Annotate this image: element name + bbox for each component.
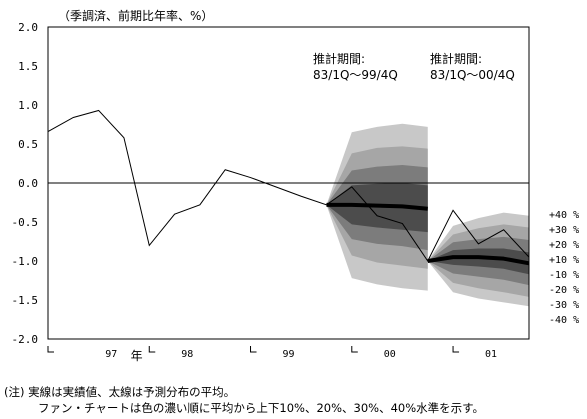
- series-lines: [47, 109, 530, 266]
- note-line-1: (注) 実線は実績値、太線は予測分布の平均。: [4, 385, 236, 399]
- y-tick-label: 2.0: [18, 21, 38, 34]
- forecast-mean-line-1: [326, 202, 428, 211]
- y-tick-label: -2.0: [12, 333, 39, 346]
- plot-frame: [47, 26, 530, 340]
- legend-level: +30 %: [549, 225, 579, 236]
- y-tick-label: 0.0: [18, 177, 38, 190]
- legend-level: -30 %: [549, 300, 579, 311]
- annotations: 推計期間: 83/1Q～99/4Q 推計期間: 83/1Q～00/4Q: [313, 51, 515, 82]
- x-year-tick: [250, 346, 257, 353]
- fan-bands: [326, 123, 529, 307]
- x-year-tick: [148, 346, 156, 353]
- legend-level: -10 %: [549, 270, 579, 281]
- y-tick-label: -1.5: [12, 294, 39, 307]
- legend: +40 % +30 % +20 % +10 % -10 % -20 % -30 % -40 %: [549, 210, 579, 326]
- x-tick-label: 年: [131, 349, 143, 363]
- estimation-period-1-line-2: 83/1Q～99/4Q: [313, 68, 398, 82]
- y-tick-label: -0.5: [12, 216, 39, 229]
- forecast-mean-line-2: [427, 255, 530, 266]
- x-tick-label: 97: [105, 349, 117, 360]
- legend-level: +40 %: [549, 210, 579, 221]
- legend-level: +20 %: [549, 240, 579, 251]
- estimation-period-1-line-1: 推計期間:: [313, 51, 365, 66]
- x-tick-label: 00: [384, 349, 396, 360]
- y-tick-label: 0.5: [18, 138, 38, 151]
- legend-level: +10 %: [549, 255, 579, 266]
- x-year-tick: [452, 346, 460, 353]
- y-tick-label: 1.0: [18, 99, 38, 112]
- fan-band-2-10: [427, 248, 529, 275]
- x-year-tick: [351, 346, 358, 353]
- x-tick-label: 98: [181, 349, 193, 360]
- actual-line: [47, 109, 530, 262]
- legend-level: -20 %: [549, 285, 579, 296]
- x-tick-label: 99: [282, 349, 294, 360]
- note-line-2: ファン・チャートは色の濃い順に平均から上下10%、20%、30%、40%水準を示…: [38, 401, 484, 415]
- estimation-period-2-line-1: 推計期間:: [430, 51, 482, 66]
- y-axis: 2.0 1.5 1.0 0.5 0.0 -0.5 -1.0 -1.5 -2.0: [12, 21, 39, 346]
- x-tick-label: 01: [485, 349, 497, 360]
- legend-level: -40 %: [549, 315, 579, 326]
- x-year-tick: [47, 346, 54, 353]
- estimation-period-2-line-2: 83/1Q～00/4Q: [430, 68, 515, 82]
- y-tick-label: 1.5: [18, 60, 38, 73]
- y-tick-label: -1.0: [12, 255, 39, 268]
- x-axis: 97 年 98 99 00 01: [47, 346, 497, 363]
- unit-label: （季調済、前期比年率、%）: [58, 8, 213, 23]
